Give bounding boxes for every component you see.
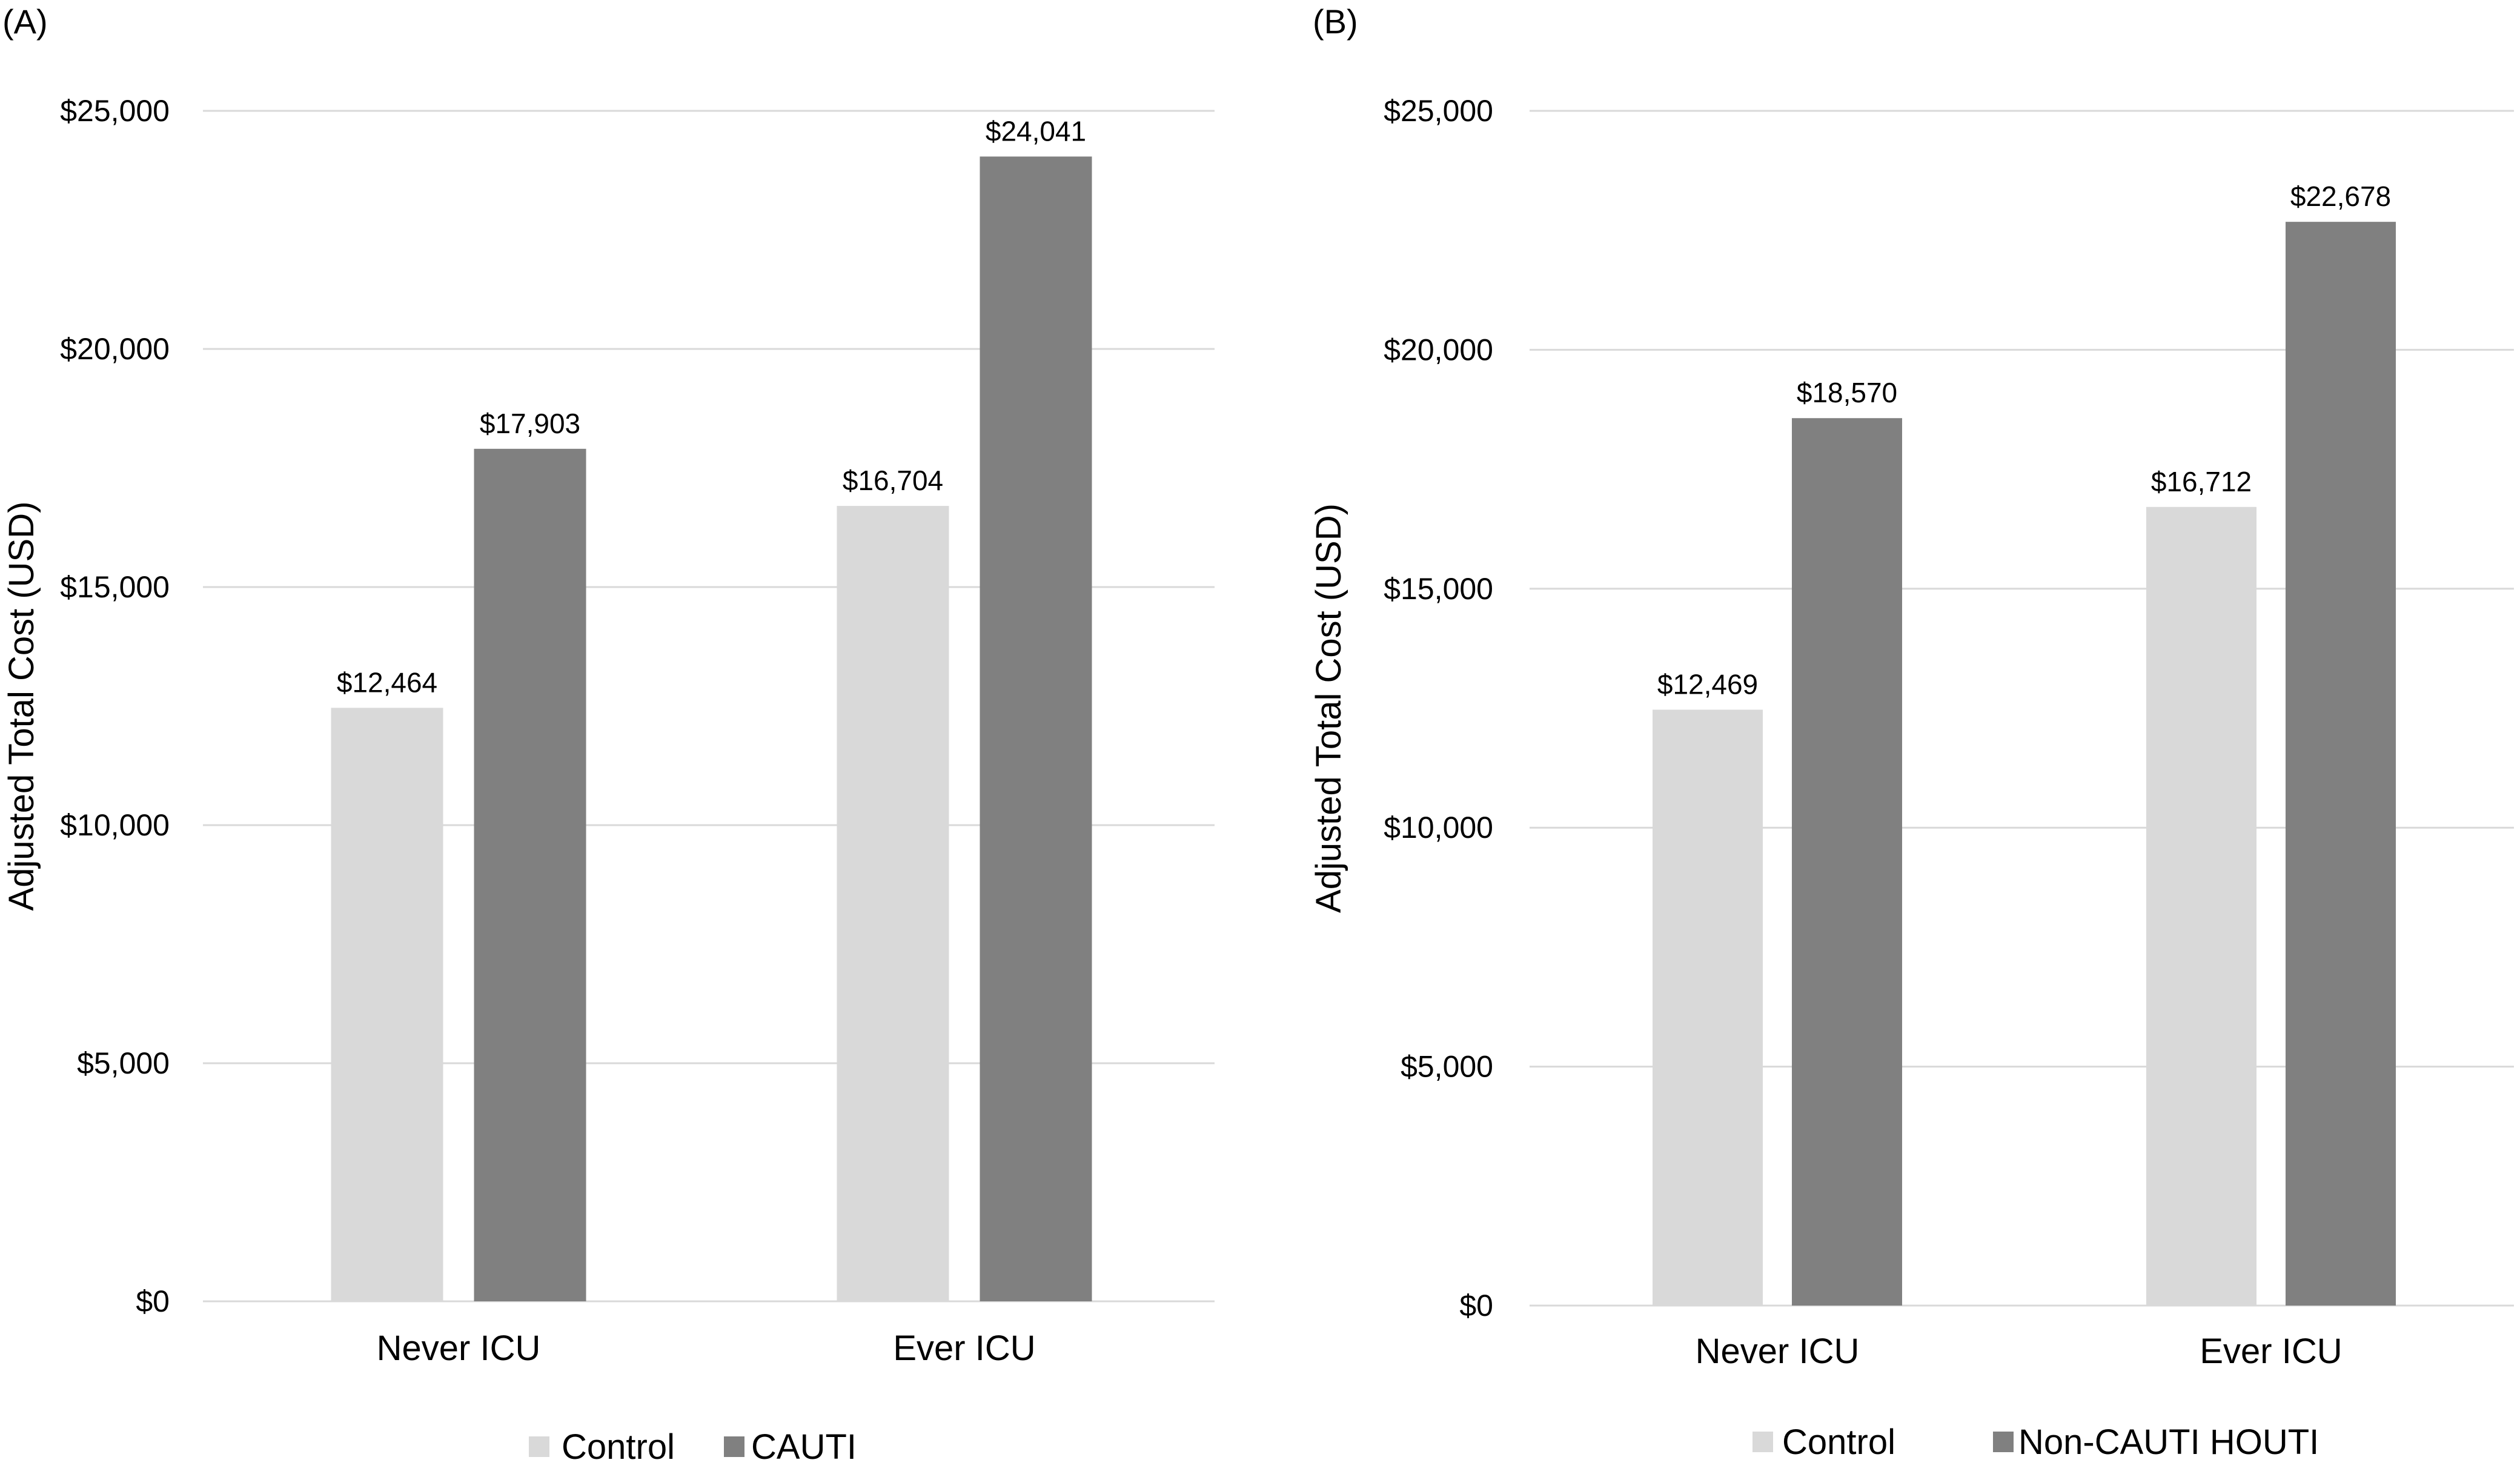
data-label: $24,041 bbox=[986, 115, 1086, 147]
data-label: $16,712 bbox=[2151, 466, 2252, 497]
y-axis-title: Adjusted Total Cost (USD) bbox=[1309, 503, 1348, 913]
data-label: $12,469 bbox=[1657, 668, 1758, 700]
y-tick-label: $0 bbox=[136, 1284, 170, 1318]
data-label: $17,903 bbox=[480, 408, 580, 439]
y-tick-label: $15,000 bbox=[1384, 572, 1493, 606]
y-tick-label: $10,000 bbox=[60, 808, 170, 842]
bar-non-cauti-houti bbox=[1792, 418, 1902, 1306]
y-tick-label: $5,000 bbox=[77, 1046, 170, 1080]
legend-label: CAUTI bbox=[751, 1427, 857, 1467]
panel-label: (A) bbox=[2, 2, 48, 41]
legend-swatch bbox=[724, 1436, 744, 1457]
x-category-label: Never ICU bbox=[1696, 1332, 1860, 1371]
data-label: $22,678 bbox=[2290, 181, 2391, 212]
legend-swatch bbox=[529, 1436, 549, 1457]
y-axis-title: Adjusted Total Cost (USD) bbox=[2, 502, 41, 911]
y-tick-label: $10,000 bbox=[1384, 811, 1493, 845]
legend-label: Non-CAUTI HOUTI bbox=[2018, 1422, 2319, 1462]
x-category-label: Never ICU bbox=[377, 1329, 541, 1368]
y-tick-label: $25,000 bbox=[60, 94, 170, 128]
data-label: $12,464 bbox=[337, 666, 437, 698]
bar-control bbox=[2146, 506, 2256, 1306]
legend-label: Control bbox=[1782, 1422, 1895, 1462]
bar-cauti bbox=[980, 156, 1092, 1301]
bar-control bbox=[1653, 709, 1763, 1306]
y-tick-label: $5,000 bbox=[1401, 1050, 1493, 1084]
y-tick-label: $20,000 bbox=[1384, 333, 1493, 367]
x-category-label: Ever ICU bbox=[893, 1329, 1035, 1368]
bar-non-cauti-houti bbox=[2286, 222, 2396, 1306]
bar-control bbox=[331, 708, 443, 1301]
y-tick-label: $0 bbox=[1459, 1289, 1493, 1323]
y-tick-label: $25,000 bbox=[1384, 94, 1493, 128]
data-label: $16,704 bbox=[843, 465, 943, 496]
data-label: $18,570 bbox=[1797, 377, 1897, 408]
bar-control bbox=[837, 506, 949, 1301]
panel-a: (A) $0 $5,000 $10,000 $15,000 $20,000 $25,000 A… bbox=[2, 2, 1215, 1467]
y-tick-label: $15,000 bbox=[60, 570, 170, 604]
panel-b: (B) $0 $5,000 $10,000 $15,000 $20,000 $25,000 A… bbox=[1309, 2, 2514, 1462]
legend-label: Control bbox=[562, 1427, 675, 1467]
y-tick-label: $20,000 bbox=[60, 332, 170, 366]
bar-cauti bbox=[474, 448, 586, 1301]
legend-swatch bbox=[1993, 1432, 2014, 1452]
legend-swatch bbox=[1752, 1432, 1773, 1452]
panel-label: (B) bbox=[1313, 2, 1358, 41]
x-category-label: Ever ICU bbox=[2200, 1332, 2342, 1371]
